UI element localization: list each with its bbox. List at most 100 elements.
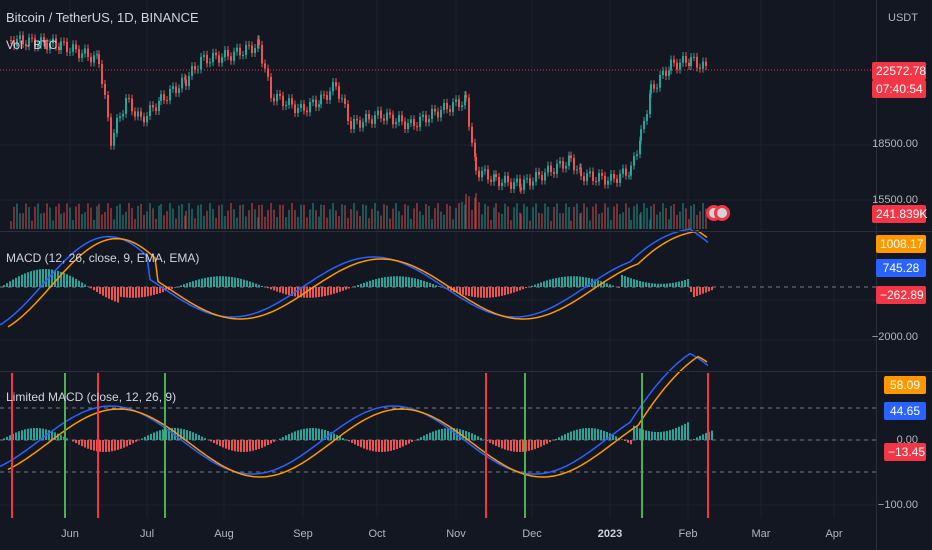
macd-histogram-bar [225,276,227,287]
macd-histogram-bar [93,287,95,291]
candle-body [640,129,642,141]
macd-histogram-bar [345,287,347,290]
candle-body [285,104,287,107]
price-tick: 18500.00 [872,138,918,150]
limited-macd-tag: 44.65 [884,402,926,420]
volume-bar [200,204,202,229]
macd-histogram-bar [465,287,467,296]
limited-histogram-bar [162,429,164,440]
candle-body [25,44,27,47]
limited-histogram-bar [18,431,20,440]
limited-histogram-bar [390,440,392,451]
candle-body [143,116,145,123]
limited-histogram-bar [75,440,77,444]
limited-histogram-bar [576,429,578,440]
macd-histogram-bar [579,276,581,287]
macd-histogram-bar [411,277,413,287]
volume-bar [63,212,65,229]
candle-body [185,79,187,86]
macd-histogram-bar [363,282,365,287]
limited-histogram-bar [216,440,218,445]
limited-histogram-bar [468,432,470,440]
limited-macd-title[interactable]: Limited MACD (close, 12, 26, 9) [6,390,177,404]
macd-histogram-bar [12,279,14,287]
limited-histogram-bar [195,433,197,440]
macd-histogram-bar [543,281,545,287]
volume-bar [538,212,540,229]
candle-body [332,82,334,92]
macd-histogram-bar [462,287,464,295]
macd-histogram-bar [216,276,218,287]
candle-body [13,40,15,47]
volume-legend[interactable]: Vol · BTC [6,38,58,52]
macd-histogram-bar [504,287,506,296]
macd-histogram-bar [642,281,644,287]
macd-histogram-bar [321,287,323,297]
macd-histogram-bar [237,278,239,287]
limited-histogram-bar [369,440,371,451]
volume-bar [513,207,515,229]
macd-histogram-bar [531,285,533,287]
volume-bar [60,213,62,229]
limited-histogram-bar [375,440,377,452]
limited-histogram-bar [624,440,626,442]
volume-bar [702,203,704,229]
macd-histogram-bar [561,276,563,287]
limited-histogram-bar [156,431,158,440]
macd-histogram-bar [588,277,590,287]
candle-body [507,175,509,183]
limited-histogram-bar [519,440,521,452]
volume-bar [303,204,305,229]
candle-body [598,173,600,182]
volume-bar [404,204,406,229]
volume-bar [258,204,260,229]
candle-body [49,43,51,50]
limited-bottom-tick: −100.00 [877,499,918,511]
limited-histogram-bar [3,438,5,440]
candle-body [131,98,133,112]
volume-bar [568,207,570,229]
pane-separator[interactable] [0,231,932,232]
limited-histogram-bar [279,438,281,440]
macd-histogram-bar [396,276,398,287]
volume-bar [22,213,24,229]
volume-bar [392,208,394,229]
limited-histogram-bar [384,440,386,452]
macd-histogram-bar [609,284,611,287]
volume-bar [510,220,512,229]
volume-bar [395,203,397,229]
limited-histogram-bar [27,428,29,440]
symbol-title[interactable]: Bitcoin / TetherUS, 1D, BINANCE [6,10,199,25]
volume-bar [636,203,638,229]
macd-histogram-bar [633,279,635,287]
candle-body [550,165,552,173]
volume-bar [541,213,543,229]
limited-histogram-bar [153,432,155,440]
limited-histogram-bar [621,439,623,440]
pane-separator[interactable] [0,371,932,372]
candle-body [282,95,284,107]
candle-body [535,171,537,182]
limited-histogram-bar [444,428,446,440]
volume-bar [98,203,100,229]
macd-histogram-bar [327,287,329,296]
candle-body [493,174,495,182]
candle-body [347,104,349,121]
macd-histogram-bar [687,279,689,287]
volume-bar [598,213,600,229]
volume-bar [465,193,467,229]
volume-bar [443,214,445,229]
volume-bar [377,210,379,229]
volume-bar [613,206,615,229]
limited-histogram-bar [39,428,41,440]
volume-bar [519,212,521,229]
macd-histogram-bar [195,280,197,287]
macd-histogram-bar [78,280,80,287]
candle-body [28,37,30,47]
candle-body [209,62,211,64]
candle-body [31,37,33,39]
limited-histogram-bar [495,440,497,446]
volume-bar [350,209,352,229]
macd-title[interactable]: MACD (12, 26, close, 9, EMA, EMA) [6,251,200,265]
